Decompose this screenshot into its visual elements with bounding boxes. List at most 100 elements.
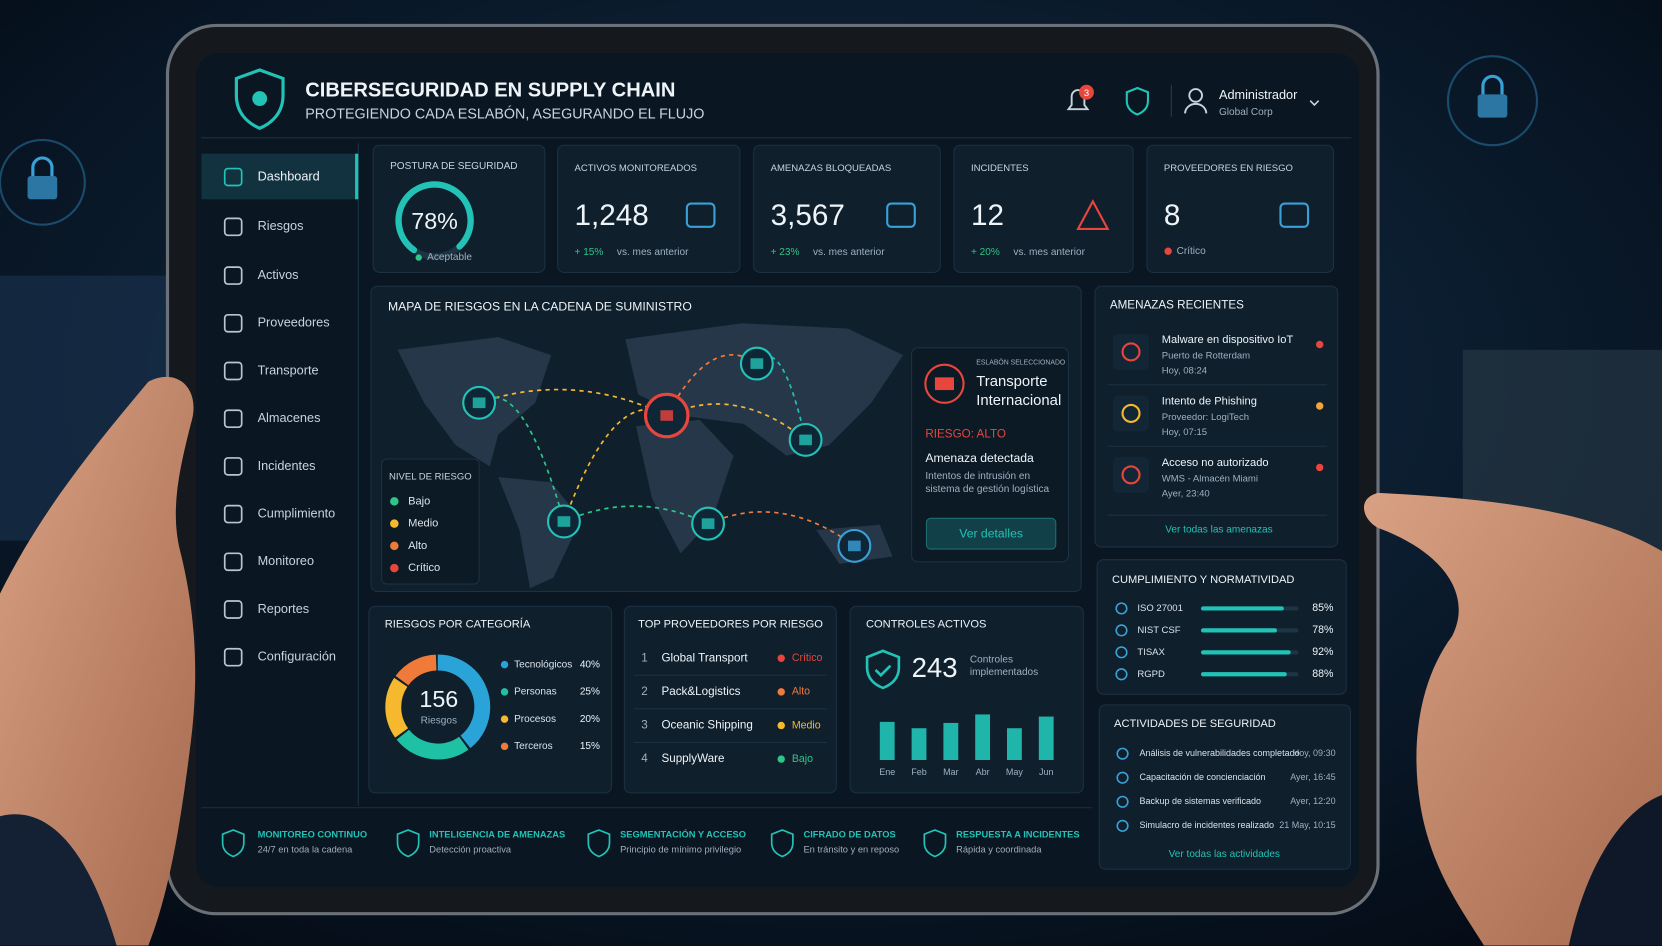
kpi-value: 1,248 bbox=[575, 199, 649, 232]
bar bbox=[943, 722, 959, 761]
selected-name-box: Transporte Internacional bbox=[976, 372, 1061, 408]
nav-item[interactable]: Transporte bbox=[258, 362, 319, 377]
kpi-card bbox=[557, 144, 741, 273]
threat-source: Puerto de Rotterdam bbox=[1162, 351, 1250, 362]
card-label: ACTIVOS MONITOREADOS bbox=[575, 163, 698, 174]
threats-link[interactable]: Ver todas las amenazas bbox=[1165, 525, 1272, 536]
threat-title[interactable]: Acceso no autorizado bbox=[1162, 457, 1269, 469]
logo-core bbox=[252, 91, 268, 106]
kpi-note: vs. mes anterior bbox=[1013, 247, 1085, 258]
nav-item[interactable]: Reportes bbox=[258, 601, 310, 616]
threat-time: Ayer, 23:40 bbox=[1162, 488, 1210, 499]
legend-value: 15% bbox=[580, 741, 600, 752]
bar bbox=[911, 728, 927, 761]
map-node-icon bbox=[750, 358, 764, 369]
threat-title[interactable]: Intento de Phishing bbox=[1162, 396, 1257, 408]
card-label: PROVEEDORES EN RIESGO bbox=[1164, 163, 1293, 174]
nav-item[interactable]: Proveedores bbox=[258, 315, 330, 330]
legend-dot bbox=[500, 715, 509, 723]
posture-card bbox=[372, 144, 546, 273]
details-button-label[interactable]: Ver detalles bbox=[959, 526, 1023, 540]
progress-bar bbox=[1200, 606, 1284, 611]
compliance-name: TISAX bbox=[1137, 647, 1165, 658]
supplier-risk: Alto bbox=[792, 686, 810, 698]
right-sleeve bbox=[1568, 795, 1662, 946]
map-node-icon bbox=[472, 397, 486, 409]
nav-item[interactable]: Almacenes bbox=[258, 410, 321, 425]
legend-item: Personas bbox=[514, 687, 557, 698]
map-node-icon bbox=[701, 518, 715, 529]
user-menu-chevron[interactable] bbox=[1309, 100, 1320, 107]
legend-box bbox=[381, 458, 480, 585]
controls-caption: Controles implementados bbox=[969, 654, 1039, 679]
nav-item[interactable]: Activos bbox=[258, 267, 299, 282]
compliance-panel bbox=[1096, 559, 1347, 695]
activity-time: Ayer, 12:20 bbox=[1290, 796, 1335, 806]
panel-title: CUMPLIMIENTO Y NORMATIVIDAD bbox=[1112, 574, 1295, 586]
bg-lock-glow bbox=[1446, 55, 1539, 147]
kpi-card bbox=[753, 144, 941, 273]
threat-icon-bg bbox=[1113, 456, 1150, 493]
continent bbox=[625, 323, 904, 456]
activity-text: Análisis de vulnerabilidades completado bbox=[1139, 748, 1299, 758]
continent bbox=[498, 476, 581, 589]
legend-dot bbox=[500, 742, 509, 751]
legend-value: 25% bbox=[580, 687, 600, 698]
right-hand bbox=[1364, 492, 1662, 946]
legend-dot bbox=[390, 541, 399, 551]
security-icon[interactable] bbox=[1125, 86, 1150, 116]
activity-icon bbox=[1116, 771, 1129, 784]
footer-icon bbox=[923, 829, 947, 858]
legend-item: Medio bbox=[408, 518, 438, 530]
panel-title: TOP PROVEEDORES POR RIESGO bbox=[638, 618, 823, 630]
kpi-icon bbox=[1279, 202, 1310, 228]
logo-shield bbox=[234, 68, 285, 130]
user-head[interactable] bbox=[1188, 88, 1203, 103]
kpi-icon bbox=[886, 202, 916, 228]
progress-bar bbox=[1200, 672, 1287, 677]
supplier-risk: Bajo bbox=[792, 753, 813, 765]
x-tick-label: Abr bbox=[976, 767, 990, 777]
nav-item[interactable]: Dashboard bbox=[258, 168, 320, 183]
legend-dot bbox=[500, 660, 509, 669]
route bbox=[478, 388, 668, 417]
threat-icon bbox=[1121, 342, 1141, 362]
card-label: POSTURA DE SEGURIDAD bbox=[390, 161, 517, 172]
threat-title[interactable]: Malware en dispositivo IoT bbox=[1162, 334, 1294, 346]
x-tick-label: Ene bbox=[879, 767, 895, 777]
footer-subtitle: Rápida y coordinada bbox=[956, 845, 1042, 855]
compliance-value: 85% bbox=[1312, 602, 1334, 614]
threat-icon bbox=[1121, 465, 1141, 485]
bg-lock bbox=[27, 175, 58, 200]
risk-dot bbox=[777, 755, 785, 763]
nav-item[interactable]: Monitoreo bbox=[258, 553, 315, 568]
sidebar-icon bbox=[223, 504, 243, 524]
nav-item[interactable]: Configuración bbox=[258, 649, 336, 664]
gauge-arc bbox=[395, 181, 474, 260]
compliance-icon bbox=[1115, 624, 1128, 637]
sidebar-active-bar bbox=[355, 153, 359, 200]
kpi-status: Crítico bbox=[1177, 246, 1206, 257]
nav-item[interactable]: Riesgos bbox=[258, 218, 304, 233]
details-button[interactable] bbox=[925, 517, 1057, 550]
nav-item[interactable]: Incidentes bbox=[258, 458, 316, 473]
supplier-rank: 2 bbox=[641, 685, 647, 698]
sidebar-icon bbox=[223, 266, 243, 285]
activities-link[interactable]: Ver todas las actividades bbox=[1169, 849, 1280, 860]
suppliers-panel bbox=[623, 605, 837, 794]
legend-dot bbox=[390, 519, 399, 528]
legend-title: NIVEL DE RIESGO bbox=[389, 472, 472, 483]
footer-title: RESPUESTA A INCIDENTES bbox=[956, 830, 1079, 840]
threat-source: Proveedor: LogiTech bbox=[1162, 412, 1249, 423]
legend-item: Procesos bbox=[514, 714, 556, 725]
posture-value: 78% bbox=[411, 208, 458, 234]
footer-icon bbox=[396, 829, 420, 858]
selected-description: Intentos de intrusión en sistema de gest… bbox=[925, 470, 1050, 496]
legend-item: Crítico bbox=[408, 562, 440, 574]
kpi-note: vs. mes anterior bbox=[617, 247, 689, 258]
donut-segment bbox=[385, 654, 491, 760]
threats-panel bbox=[1094, 285, 1339, 548]
nav-item[interactable]: Cumplimiento bbox=[258, 505, 336, 520]
user-name[interactable]: Administrador bbox=[1219, 87, 1298, 102]
